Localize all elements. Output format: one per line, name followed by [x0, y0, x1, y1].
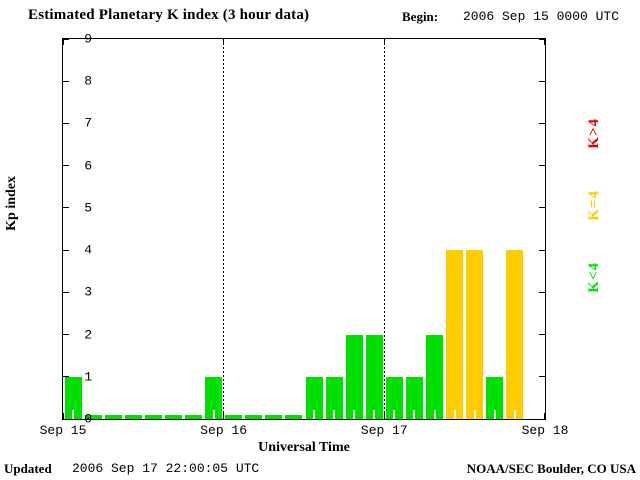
bar	[205, 376, 223, 419]
y-axis-tick-label: 4	[84, 242, 92, 258]
y-axis-tick-label: 8	[84, 73, 92, 89]
agency-credit: NOAA/SEC Boulder, CO USA	[466, 461, 636, 476]
bar	[426, 334, 444, 419]
legend-item-high: K>4	[586, 118, 602, 149]
bar	[144, 415, 162, 419]
y-axis-tick	[63, 80, 69, 82]
y-axis-tick	[539, 80, 545, 82]
bar	[446, 250, 464, 419]
y-axis-tick-label: 2	[84, 327, 92, 343]
bar	[486, 376, 504, 419]
y-axis-title: Kp index	[4, 176, 19, 231]
bar	[506, 250, 524, 419]
y-axis-tick	[63, 38, 69, 40]
bar	[124, 415, 142, 419]
bar-notch	[333, 410, 336, 419]
bar	[265, 415, 283, 419]
bar-notch	[212, 410, 215, 419]
begin-label: Begin:	[402, 9, 439, 24]
x-axis-title: Universal Time	[258, 440, 350, 455]
x-axis-tick	[63, 39, 64, 45]
y-axis-tick-label: 3	[84, 284, 92, 300]
x-axis-tick	[544, 413, 545, 419]
y-axis-tick-label: 9	[84, 31, 92, 47]
x-axis-tick	[63, 413, 64, 419]
x-axis-tick-label: Sep 17	[360, 423, 408, 438]
x-axis-tick	[544, 39, 545, 45]
bar	[466, 250, 484, 419]
y-axis-tick	[63, 334, 69, 336]
page-title: Estimated Planetary K index (3 hour data…	[28, 7, 310, 23]
bar	[245, 415, 263, 419]
y-axis-tick	[539, 334, 545, 336]
x-axis-tick-label: Sep 18	[521, 423, 569, 438]
y-axis-tick	[63, 376, 69, 378]
bar-notch	[513, 410, 516, 419]
y-axis-tick	[539, 38, 545, 40]
y-axis-tick-label: 5	[84, 200, 92, 216]
x-axis-tick-label: Sep 16	[200, 423, 248, 438]
bar	[64, 376, 82, 419]
y-axis-tick	[63, 165, 69, 167]
legend-item-mid: K=4	[586, 190, 602, 221]
y-axis-tick	[539, 249, 545, 251]
bar-notch	[433, 410, 436, 419]
y-axis-tick-label: 0	[84, 411, 92, 427]
day-divider-line	[383, 39, 385, 419]
bar	[365, 334, 383, 419]
y-axis-tick	[63, 122, 69, 124]
x-axis-tick-label: Sep 15	[39, 423, 87, 438]
bar	[84, 415, 102, 419]
bar	[345, 334, 363, 419]
bar-notch	[493, 410, 496, 419]
bar	[104, 415, 122, 419]
bar-notch	[453, 410, 456, 419]
bar	[164, 415, 182, 419]
bar	[325, 376, 343, 419]
updated-label: Updated	[4, 461, 52, 476]
bar	[185, 415, 203, 419]
bar-notch	[353, 410, 356, 419]
y-axis-tick	[63, 418, 69, 420]
updated-timestamp: 2006 Sep 17 22:00:05 UTC	[72, 461, 260, 476]
bar-notch	[473, 410, 476, 419]
bar	[225, 415, 243, 419]
y-axis-tick	[63, 249, 69, 251]
bar-notch	[313, 410, 316, 419]
bar	[285, 415, 303, 419]
plot-inner	[63, 38, 545, 420]
y-axis-tick-label: 6	[84, 158, 92, 174]
y-axis-tick	[539, 207, 545, 209]
y-axis-tick	[539, 418, 545, 420]
bar-notch	[373, 410, 376, 419]
begin-value: 2006 Sep 15 0000 UTC	[463, 9, 620, 24]
bar	[405, 376, 423, 419]
bar-notch	[413, 410, 416, 419]
y-axis-tick	[63, 207, 69, 209]
bar	[385, 376, 403, 419]
bar-notch	[72, 410, 75, 419]
bar-notch	[393, 410, 396, 419]
y-axis-tick-label: 1	[84, 369, 92, 385]
y-axis-tick	[539, 291, 545, 293]
legend-item-low: K<4	[586, 262, 602, 293]
plot-area	[62, 38, 546, 420]
y-axis-tick	[539, 376, 545, 378]
day-divider-line	[223, 39, 225, 419]
y-axis-tick-label: 7	[84, 115, 92, 131]
bar	[305, 376, 323, 419]
y-axis-tick	[63, 291, 69, 293]
y-axis-tick	[539, 165, 545, 167]
y-axis-tick	[539, 122, 545, 124]
